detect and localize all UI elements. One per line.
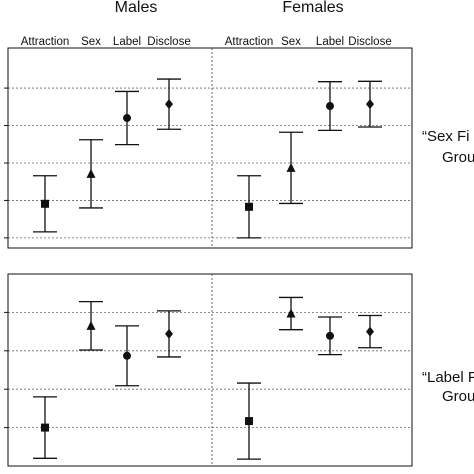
- category-label: Sex: [281, 36, 301, 48]
- panel-frame: [7, 47, 413, 249]
- marker: [366, 326, 374, 337]
- category-label: Label: [113, 36, 141, 48]
- marker: [123, 114, 131, 123]
- marker: [286, 308, 296, 318]
- marker: [165, 99, 173, 110]
- panel-label: Group: [442, 149, 474, 166]
- category-label: Disclose: [147, 36, 190, 48]
- panel-frame: [7, 273, 413, 467]
- marker: [41, 199, 49, 208]
- panel-label: Grou: [442, 388, 474, 405]
- marker: [245, 202, 253, 211]
- marker: [41, 423, 49, 432]
- marker: [123, 351, 131, 360]
- category-label: Sex: [81, 36, 101, 48]
- panel-label: “Label F: [422, 369, 474, 386]
- category-label: Disclose: [348, 36, 391, 48]
- category-label: Attraction: [21, 36, 70, 48]
- marker: [86, 320, 96, 330]
- marker: [86, 168, 96, 178]
- marker: [366, 99, 374, 110]
- marker: [326, 331, 334, 340]
- group-title: Males: [115, 0, 158, 16]
- marker: [286, 162, 296, 172]
- panel-label: “Sex Fi: [422, 128, 470, 145]
- category-label: Attraction: [225, 36, 274, 48]
- group-title: Females: [282, 0, 343, 16]
- marker: [165, 328, 173, 339]
- marker: [245, 417, 253, 426]
- category-label: Label: [316, 36, 344, 48]
- marker: [326, 102, 334, 111]
